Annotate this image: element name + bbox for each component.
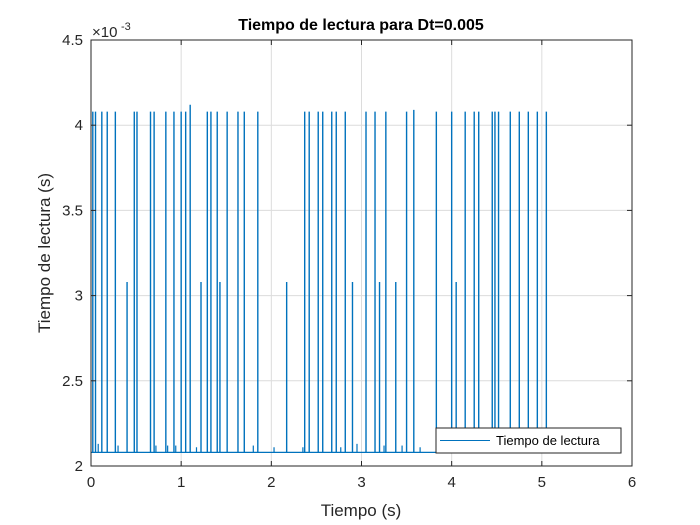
y-tick-label: 3 <box>75 288 83 305</box>
x-tick-labels: 0 1 2 3 4 5 6 <box>87 474 636 491</box>
x-tick-label: 5 <box>538 474 546 491</box>
y-tick-label: 3.5 <box>62 202 83 219</box>
y-exponent-power: -3 <box>121 21 131 33</box>
x-tick-label: 0 <box>87 474 95 491</box>
y-exponent-base: ×10 <box>92 24 117 41</box>
x-tick-label: 6 <box>628 474 636 491</box>
y-tick-label: 4.5 <box>62 32 83 49</box>
axis-ticks <box>90 39 633 467</box>
y-exponent: ×10 -3 <box>92 21 131 41</box>
legend-label: Tiempo de lectura <box>496 433 600 448</box>
x-tick-label: 1 <box>177 474 185 491</box>
y-tick-labels: 2 2.5 3 3.5 4 4.5 <box>62 32 83 475</box>
y-axis-label: Tiempo de lectura (s) <box>35 173 54 333</box>
x-tick-label: 3 <box>357 474 365 491</box>
y-tick-label: 4 <box>75 117 83 134</box>
y-tick-label: 2 <box>75 458 83 475</box>
x-tick-label: 4 <box>447 474 455 491</box>
legend: Tiempo de lectura <box>435 427 622 454</box>
chart-title: Tiempo de lectura para Dt=0.005 <box>238 17 484 34</box>
series-group <box>91 104 549 453</box>
series-0 <box>91 104 549 453</box>
y-tick-label: 2.5 <box>62 373 83 390</box>
x-axis-label: Tiempo (s) <box>321 501 402 520</box>
x-tick-label: 2 <box>267 474 275 491</box>
